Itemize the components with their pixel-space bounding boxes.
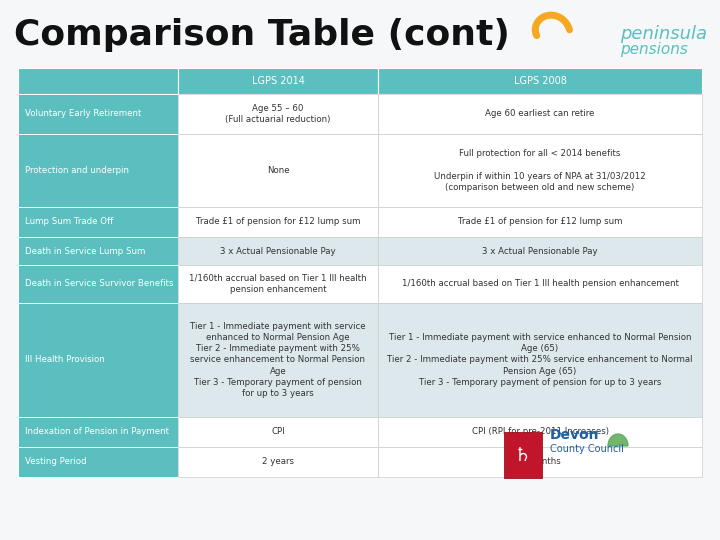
Text: Indexation of Pension in Payment: Indexation of Pension in Payment: [25, 428, 169, 436]
Text: 3 x Actual Pensionable Pay: 3 x Actual Pensionable Pay: [482, 246, 598, 255]
Bar: [178, 417, 378, 447]
Bar: [378, 237, 702, 265]
Bar: [18, 237, 178, 265]
Bar: [18, 265, 178, 303]
Bar: [178, 207, 378, 237]
Text: Tier 1 - Immediate payment with service
enhanced to Normal Pension Age
Tier 2 - : Tier 1 - Immediate payment with service …: [190, 322, 366, 398]
Text: Death in Service Lump Sum: Death in Service Lump Sum: [25, 246, 145, 255]
Text: 3 months: 3 months: [520, 457, 560, 467]
Polygon shape: [608, 434, 628, 446]
Bar: [178, 237, 378, 265]
Text: 1/160th accrual based on Tier 1 Ill health pension enhancement: 1/160th accrual based on Tier 1 Ill heal…: [402, 280, 678, 288]
Bar: [18, 447, 178, 477]
Bar: [18, 94, 178, 134]
Text: Tier 1 - Immediate payment with service enhanced to Normal Pension
Age (65)
Tier: Tier 1 - Immediate payment with service …: [387, 333, 693, 387]
Text: County Council: County Council: [550, 444, 624, 454]
Text: CPI: CPI: [271, 428, 285, 436]
Bar: [504, 432, 542, 478]
Bar: [378, 134, 702, 207]
Bar: [378, 94, 702, 134]
Bar: [18, 207, 178, 237]
Bar: [178, 303, 378, 417]
Bar: [378, 265, 702, 303]
Text: 3 x Actual Pensionable Pay: 3 x Actual Pensionable Pay: [220, 246, 336, 255]
Bar: [178, 134, 378, 207]
Text: 1/160th accrual based on Tier 1 Ill health
pension enhancement: 1/160th accrual based on Tier 1 Ill heal…: [189, 274, 366, 294]
Text: Age 55 – 60
(Full actuarial reduction): Age 55 – 60 (Full actuarial reduction): [225, 104, 330, 124]
Text: Vesting Period: Vesting Period: [25, 457, 86, 467]
Text: Ill Health Provision: Ill Health Provision: [25, 355, 104, 364]
Text: CPI (RPI for pre-2011 Increases): CPI (RPI for pre-2011 Increases): [472, 428, 608, 436]
Bar: [18, 303, 178, 417]
Text: Death in Service Survivor Benefits: Death in Service Survivor Benefits: [25, 280, 174, 288]
Bar: [178, 68, 378, 94]
Bar: [178, 447, 378, 477]
Text: Voluntary Early Retirement: Voluntary Early Retirement: [25, 110, 141, 118]
Text: peninsula: peninsula: [620, 25, 707, 43]
Text: Devon: Devon: [550, 428, 600, 442]
Bar: [378, 207, 702, 237]
Bar: [18, 417, 178, 447]
Text: Comparison Table (cont): Comparison Table (cont): [14, 18, 510, 52]
Text: Trade £1 of pension for £12 lump sum: Trade £1 of pension for £12 lump sum: [458, 218, 622, 226]
Text: Protection and underpin: Protection and underpin: [25, 166, 129, 175]
Text: LGPS 2014: LGPS 2014: [251, 76, 305, 86]
Bar: [178, 94, 378, 134]
Bar: [178, 265, 378, 303]
Bar: [378, 303, 702, 417]
Text: 2 years: 2 years: [262, 457, 294, 467]
Text: Lump Sum Trade Off: Lump Sum Trade Off: [25, 218, 113, 226]
Text: ♄: ♄: [514, 446, 532, 464]
Text: Age 60 earliest can retire: Age 60 earliest can retire: [485, 110, 595, 118]
Bar: [378, 68, 702, 94]
Text: Trade £1 of pension for £12 lump sum: Trade £1 of pension for £12 lump sum: [196, 218, 360, 226]
Bar: [18, 134, 178, 207]
Text: Full protection for all < 2014 benefits

Underpin if within 10 years of NPA at 3: Full protection for all < 2014 benefits …: [434, 150, 646, 192]
Text: None: None: [266, 166, 289, 175]
Bar: [18, 68, 178, 94]
Bar: [378, 447, 702, 477]
Bar: [378, 417, 702, 447]
Text: pensions: pensions: [620, 42, 688, 57]
Text: LGPS 2008: LGPS 2008: [513, 76, 567, 86]
